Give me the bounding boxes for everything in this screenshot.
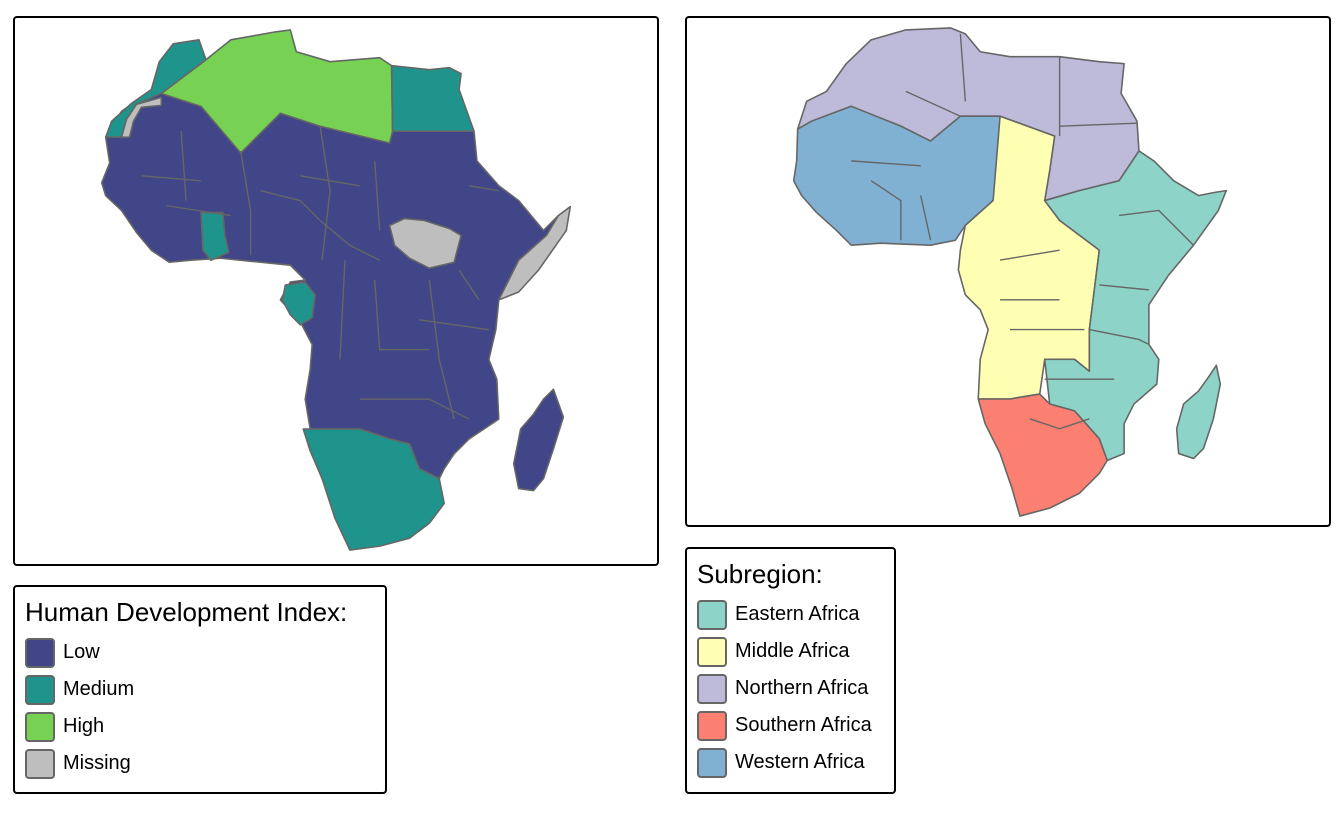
hdi-map (100, 29, 572, 551)
subregion-legend-swatch (697, 673, 727, 704)
hdi-egypt (390, 64, 475, 132)
subregion-legend-items: Eastern Africa Middle Africa Northern Afri… (697, 596, 884, 781)
hdi-gabon (281, 281, 316, 326)
hdi-legend-label: Missing (63, 752, 131, 774)
subregion-map (792, 27, 1228, 517)
subregion-internal-borders (851, 33, 1195, 430)
subregion-legend-title: Subregion: (697, 559, 823, 589)
hdi-legend-items: Low Medium High Missing (25, 634, 375, 782)
hdi-somalia (498, 205, 572, 301)
hdi-legend-swatch (25, 748, 55, 779)
subregion-legend-label: Western Africa (735, 751, 865, 773)
subregion-legend-item: Middle Africa (697, 633, 884, 670)
subregion-legend-swatch (697, 710, 727, 741)
subregion-map-panel (685, 16, 1331, 527)
hdi-internal-borders (141, 126, 499, 420)
hdi-legend-label: High (63, 715, 105, 737)
hdi-legend-label: Low (63, 641, 100, 663)
hdi-legend-title: Human Development Index: (25, 597, 348, 627)
subregion-southern (977, 393, 1109, 517)
hdi-south-sudan (388, 217, 462, 269)
subregion-legend-item: Southern Africa (697, 707, 884, 744)
hdi-madagascar (512, 388, 565, 492)
hdi-region-low-mainland (100, 92, 560, 480)
subregion-western (792, 105, 1001, 247)
subregion-legend-swatch (697, 747, 727, 778)
hdi-southern-medium (302, 428, 446, 551)
subregion-legend-item: Eastern Africa (697, 596, 884, 633)
subregion-eastern (1043, 150, 1228, 462)
hdi-legend-item: Missing (25, 745, 375, 782)
hdi-map-panel (13, 16, 659, 566)
hdi-legend-swatch (25, 711, 55, 742)
hdi-legend: Human Development Index: Low Medium High Mi… (13, 585, 387, 794)
hdi-legend-swatch (25, 637, 55, 668)
hdi-legend-item: High (25, 708, 375, 745)
hdi-legend-label: Medium (63, 678, 135, 700)
subregion-legend-label: Eastern Africa (735, 603, 860, 625)
subregion-legend-item: Northern Africa (697, 670, 884, 707)
hdi-western-sahara (120, 96, 163, 138)
subregion-legend: Subregion: Eastern Africa Middle Africa No… (685, 547, 896, 794)
hdi-legend-swatch (25, 674, 55, 705)
subregion-legend-item: Western Africa (697, 744, 884, 781)
subregion-legend-label: Southern Africa (735, 714, 872, 736)
subregion-legend-swatch (697, 599, 727, 630)
hdi-north-high (160, 29, 394, 154)
hdi-legend-item: Low (25, 634, 375, 671)
hdi-legend-item: Medium (25, 671, 375, 708)
subregion-madagascar (1175, 364, 1222, 460)
subregion-legend-swatch (697, 636, 727, 667)
subregion-legend-label: Middle Africa (735, 640, 850, 662)
subregion-legend-label: Northern Africa (735, 677, 869, 699)
hdi-ghana (200, 211, 230, 262)
